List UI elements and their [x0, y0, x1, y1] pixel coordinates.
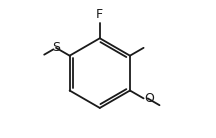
- Text: F: F: [96, 8, 103, 21]
- Text: O: O: [145, 92, 154, 105]
- Text: S: S: [52, 41, 60, 54]
